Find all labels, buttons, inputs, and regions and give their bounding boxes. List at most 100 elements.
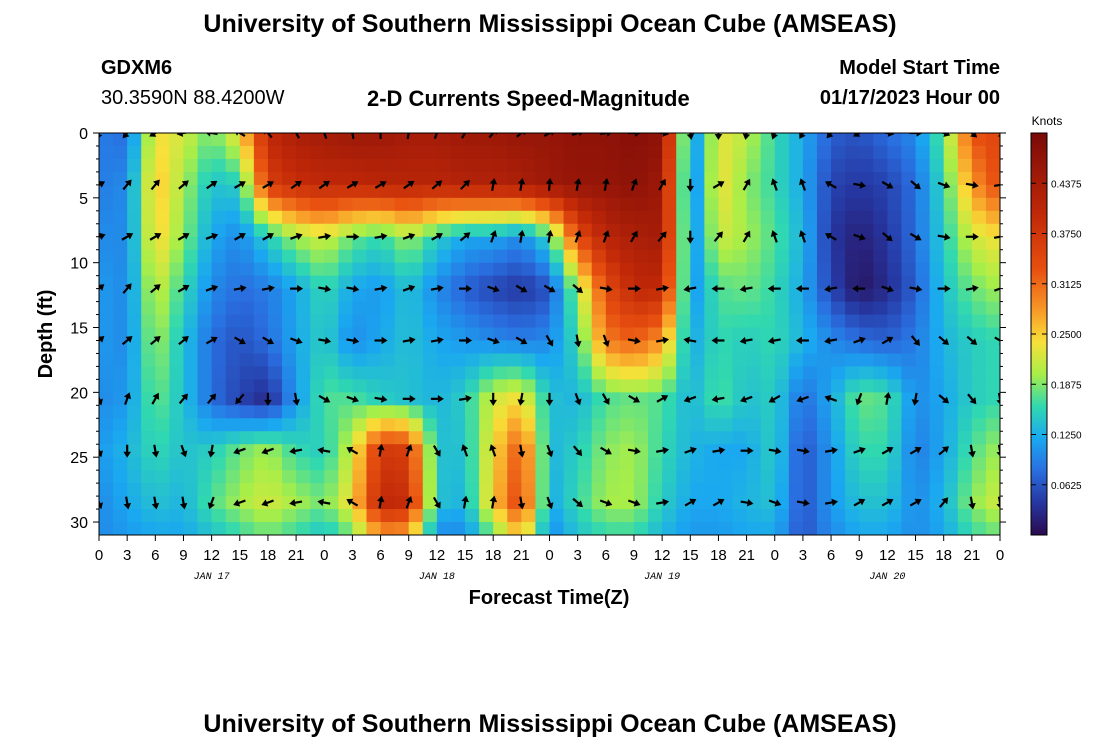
heat-cell — [802, 418, 818, 432]
heat-cell — [591, 236, 607, 251]
heat-cell — [774, 340, 790, 355]
heat-cell — [859, 262, 874, 277]
heat-cell — [141, 353, 156, 368]
current-arrow-head — [831, 446, 838, 455]
current-arrow — [909, 446, 922, 455]
heat-cell — [380, 470, 396, 484]
heat-cell — [253, 236, 269, 251]
heat-cell — [816, 236, 832, 251]
current-arrow-head — [997, 133, 1000, 139]
heat-cell — [99, 431, 114, 445]
current-arrow — [405, 444, 413, 457]
heat-cell — [887, 210, 903, 225]
heat-cell — [183, 158, 199, 173]
heat-cell — [802, 171, 818, 186]
heat-cell — [366, 327, 382, 342]
heat-cell — [816, 418, 832, 432]
heat-cell — [183, 210, 199, 225]
heat-cell — [915, 431, 931, 445]
x-tick-label: 6 — [376, 547, 384, 564]
heat-cell — [746, 509, 762, 523]
heat-cell — [943, 522, 959, 535]
current-arrow-head — [970, 133, 978, 138]
current-arrow — [881, 498, 894, 507]
current-arrow — [317, 498, 331, 507]
heat-cell — [338, 249, 354, 264]
heat-cell — [929, 133, 945, 147]
heat-cell — [282, 301, 297, 316]
heat-cell — [774, 457, 790, 471]
heat-cell — [183, 197, 199, 212]
heat-cell — [380, 223, 396, 238]
heat-cell — [169, 522, 185, 535]
heat-cell — [549, 483, 565, 497]
heat-cell — [859, 275, 874, 290]
current-arrow-head — [317, 498, 324, 507]
heat-cell — [493, 457, 508, 471]
heat-cell — [746, 418, 762, 432]
heat-cell — [760, 236, 776, 251]
heat-cell — [465, 392, 480, 406]
heat-cell — [577, 366, 593, 380]
current-arrow-head — [266, 337, 274, 345]
current-arrow — [403, 180, 415, 190]
heat-cell — [619, 405, 635, 419]
heat-cell — [873, 444, 888, 458]
heat-cell — [718, 483, 734, 497]
heat-cell — [831, 288, 846, 303]
heat-cell — [535, 249, 551, 264]
heat-cell — [619, 262, 635, 277]
heat-cell — [816, 444, 832, 458]
heat-cell — [605, 158, 621, 173]
heat-cell — [521, 314, 537, 329]
heat-cell — [788, 353, 804, 368]
current-arrow — [742, 178, 751, 191]
current-arrow — [798, 178, 807, 191]
heat-cell — [225, 444, 241, 458]
heat-cell — [563, 405, 579, 419]
colorbar: 0.43750.37500.31250.25000.18750.12500.06… — [1030, 132, 1082, 536]
heat-cell — [310, 197, 325, 212]
heat-cell — [338, 327, 354, 342]
current-arrow-head — [233, 499, 241, 507]
current-arrow-head — [858, 498, 866, 506]
heat-cell — [887, 431, 903, 445]
current-arrow-head — [711, 284, 718, 293]
heat-cell — [450, 470, 466, 484]
heat-cell — [521, 171, 537, 186]
heat-cell — [408, 405, 424, 419]
heat-cell — [141, 210, 156, 225]
current-arrow-head — [204, 133, 212, 137]
heat-cell — [943, 327, 959, 342]
heat-cell — [408, 288, 424, 303]
heat-cell — [619, 522, 635, 535]
heat-cell — [267, 158, 283, 173]
heat-cell — [943, 301, 959, 316]
heat-cell — [774, 444, 790, 458]
heat-cell — [267, 470, 283, 484]
heat-cell — [648, 353, 663, 368]
heat-cell — [310, 288, 325, 303]
heat-cell — [380, 133, 396, 147]
heat-cell — [408, 392, 424, 406]
current-arrow — [233, 284, 247, 293]
current-arrow-head — [602, 177, 610, 185]
heat-cell — [929, 470, 945, 484]
heat-cell — [732, 379, 748, 393]
current-arrow-head — [631, 230, 638, 238]
heat-cell — [113, 444, 128, 458]
heat-cell — [971, 158, 987, 173]
heat-cell — [760, 353, 776, 368]
heat-cell — [633, 483, 649, 497]
heat-cell — [915, 223, 931, 238]
heat-cell — [394, 145, 410, 160]
heat-cell — [366, 470, 382, 484]
heat-cell — [507, 236, 522, 251]
heat-cell — [352, 483, 368, 497]
heat-cell — [929, 171, 945, 186]
heat-cell — [802, 405, 818, 419]
heat-cell — [310, 249, 325, 264]
heat-cell — [577, 522, 593, 535]
heat-cell — [816, 249, 832, 264]
heat-cell — [394, 327, 410, 342]
